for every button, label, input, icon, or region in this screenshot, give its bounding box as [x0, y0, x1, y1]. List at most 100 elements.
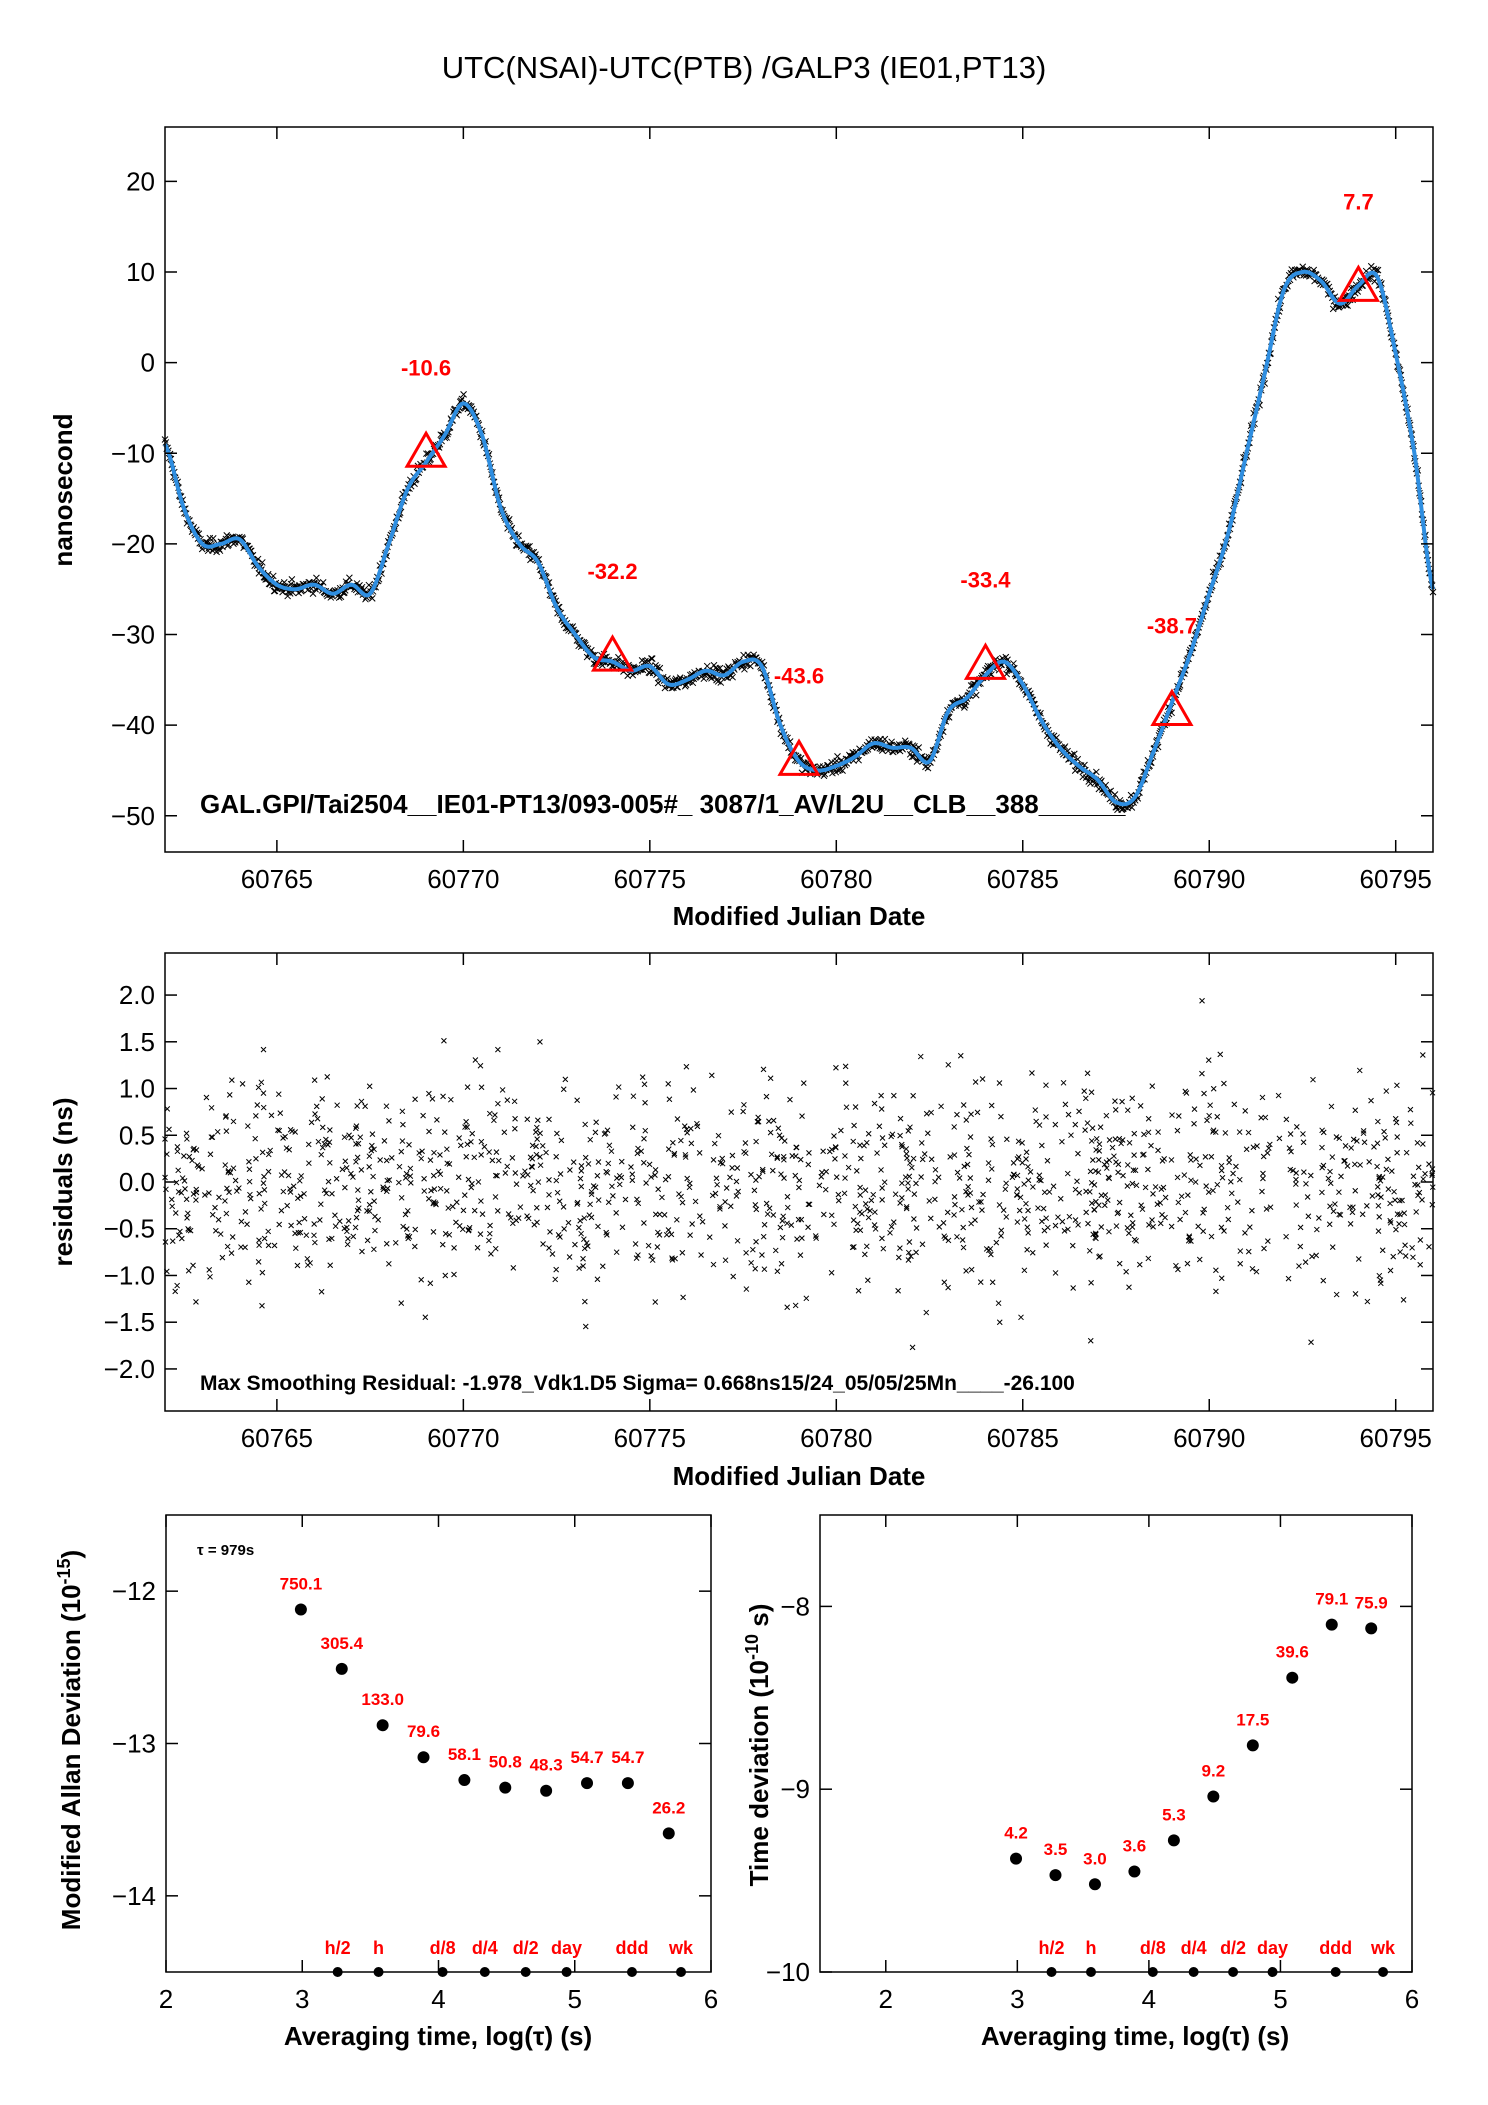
mod-allan-point	[417, 1751, 430, 1764]
residual-point	[1283, 1116, 1290, 1123]
residual-point	[577, 1217, 584, 1224]
residual-point	[805, 1161, 812, 1168]
residual-point	[1260, 1153, 1267, 1160]
residual-point	[588, 1191, 595, 1198]
residual-point	[353, 1158, 359, 1165]
residual-point	[336, 1218, 343, 1225]
residual-point	[259, 1149, 266, 1156]
residual-point	[1275, 1092, 1282, 1099]
data-point	[834, 753, 841, 760]
residual-point	[1116, 1260, 1123, 1267]
residual-point	[842, 1153, 848, 1159]
residual-point	[760, 1233, 767, 1240]
residual-point	[1227, 1178, 1234, 1185]
residual-point	[1145, 1255, 1152, 1262]
residual-point	[1226, 1155, 1233, 1161]
residual-point	[572, 1241, 578, 1248]
residual-point	[828, 1212, 835, 1219]
residual-point	[561, 1226, 567, 1232]
residual-point	[1356, 1067, 1363, 1074]
residual-point	[169, 1238, 176, 1244]
residual-point	[471, 1207, 478, 1214]
residual-point	[903, 1151, 910, 1157]
residual-point	[353, 1214, 360, 1221]
time-deviation-point	[1207, 1790, 1220, 1803]
time-deviation-point	[1325, 1618, 1338, 1631]
residual-point	[478, 1138, 485, 1145]
mod-allan-scale-label: d/4	[472, 1938, 498, 1958]
residual-point	[411, 1243, 418, 1250]
residual-point	[761, 1221, 768, 1228]
residual-point	[229, 1234, 236, 1240]
residual-point	[359, 1248, 365, 1255]
residual-point	[580, 1255, 586, 1262]
residual-point	[174, 1282, 180, 1289]
residuals-y-label: residuals (ns)	[48, 1097, 78, 1266]
residual-point	[872, 1209, 878, 1216]
residual-point	[861, 1251, 868, 1258]
residual-point	[308, 1119, 315, 1126]
residual-point	[222, 1198, 228, 1204]
residual-point	[1348, 1145, 1355, 1151]
residual-point	[446, 1231, 453, 1238]
residual-point	[1349, 1209, 1356, 1216]
residual-point	[857, 1227, 864, 1234]
residual-point	[533, 1204, 540, 1211]
residual-point	[1414, 1139, 1421, 1146]
mod-allan-scale-label: wk	[668, 1938, 694, 1958]
residual-point	[1266, 1141, 1273, 1148]
residual-point	[448, 1096, 454, 1103]
residual-point	[678, 1137, 684, 1144]
timeseries-y-tick-label: −50	[111, 801, 155, 831]
residual-point	[1233, 1163, 1239, 1170]
residual-point	[599, 1263, 606, 1270]
residual-point	[761, 1266, 768, 1273]
residual-point	[1234, 1199, 1241, 1205]
residual-point	[634, 1196, 640, 1203]
residual-point	[687, 1232, 693, 1238]
residual-point	[1351, 1161, 1358, 1168]
residual-point	[1316, 1215, 1322, 1221]
residual-point	[546, 1245, 552, 1251]
residual-point	[784, 1304, 791, 1311]
residual-point	[1325, 1175, 1332, 1182]
residual-point	[910, 1155, 917, 1162]
residual-point	[451, 1271, 457, 1278]
residual-point	[298, 1173, 305, 1179]
time-deviation-y-label-sup: -10	[742, 1634, 762, 1660]
residual-point	[1302, 1259, 1309, 1265]
residual-point	[239, 1081, 246, 1087]
residual-point	[1025, 1207, 1031, 1214]
residual-point	[206, 1267, 213, 1273]
residual-point	[303, 1232, 310, 1239]
residual-point	[629, 1124, 636, 1131]
residual-point	[184, 1136, 190, 1142]
residual-point	[1184, 1192, 1191, 1198]
residual-point	[375, 1217, 382, 1223]
timeseries-y-tick-label: −10	[111, 438, 155, 468]
residual-point	[905, 1180, 911, 1186]
residual-point	[166, 1126, 172, 1133]
residual-point	[609, 1183, 615, 1190]
residual-point	[525, 1215, 532, 1222]
mod-allan-panel: 2 3 4 5 6 −12 −13 −14 750.1 305.4 133.079.6 58.1 50…	[54, 1514, 718, 2051]
tau-note: τ = 979s	[197, 1542, 254, 1559]
residual-point	[1329, 1244, 1336, 1250]
mod-allan-y-label: Modified Allan Deviation (10-15)	[54, 1550, 86, 1930]
residual-point	[258, 1079, 265, 1086]
residual-point	[870, 1191, 877, 1198]
residuals-y-tick-label: 0.5	[119, 1120, 155, 1150]
residual-point	[857, 1155, 864, 1162]
timeseries-y-tick-label: −20	[111, 529, 155, 559]
residual-point	[226, 1092, 233, 1098]
residual-point	[178, 1235, 185, 1242]
residual-point	[1184, 1260, 1191, 1267]
time-deviation-y-tick-label: −8	[780, 1591, 810, 1621]
residual-point	[1145, 1129, 1152, 1136]
mod-allan-frame	[165, 1514, 712, 1973]
residual-point	[1245, 1248, 1252, 1255]
mod-allan-x-label: Averaging time, log(τ) (s)	[284, 2021, 592, 2051]
residual-point	[216, 1194, 222, 1201]
residual-point	[604, 1127, 611, 1134]
residual-point	[1222, 1130, 1229, 1136]
